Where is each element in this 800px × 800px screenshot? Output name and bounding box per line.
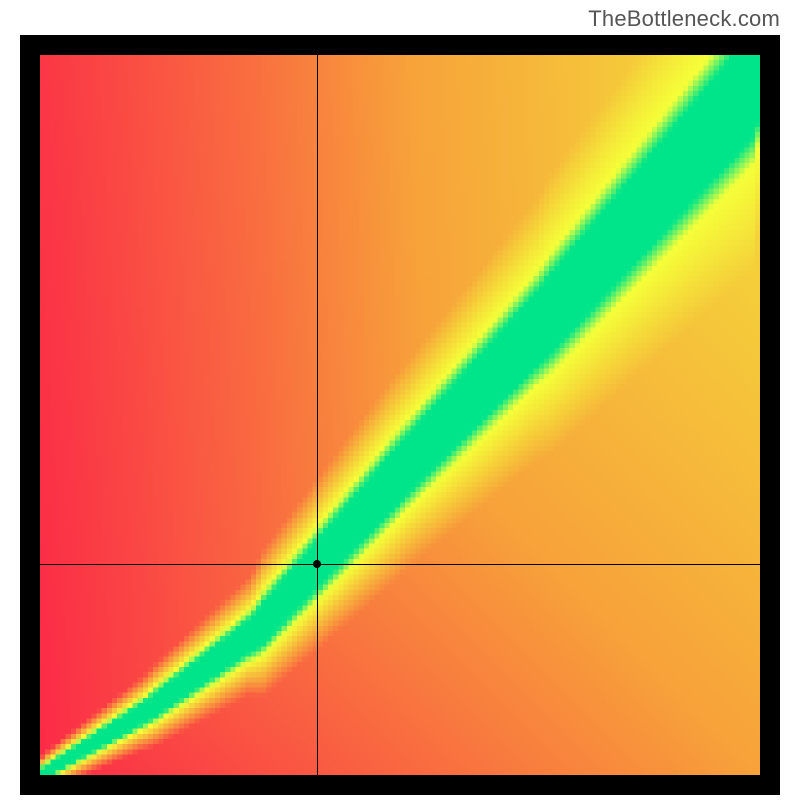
bottleneck-heatmap	[40, 55, 760, 775]
watermark-text: TheBottleneck.com	[588, 6, 780, 32]
crosshair-vertical	[317, 55, 318, 775]
chart-container: { "watermark": { "text": "TheBottleneck.…	[0, 0, 800, 800]
crosshair-horizontal	[40, 564, 760, 565]
